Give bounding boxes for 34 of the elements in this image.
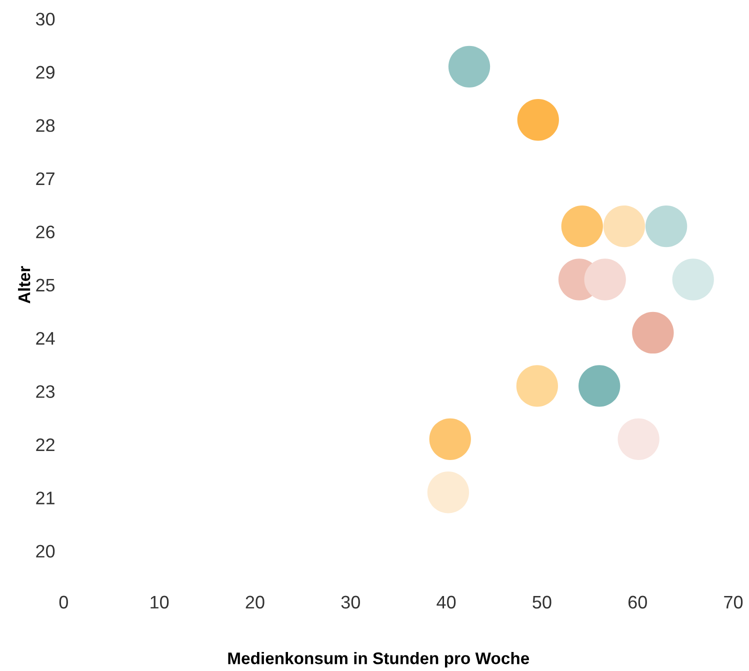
x-tick-label: 40: [436, 596, 456, 609]
x-tick-label: 70: [724, 596, 743, 609]
point: [427, 472, 470, 514]
point: [516, 365, 558, 407]
y-tick-label: 25: [36, 278, 55, 292]
y-tick-label: 22: [36, 438, 54, 452]
x-tick-label: 10: [150, 596, 169, 609]
point: [632, 312, 674, 354]
y-tick-label: 30: [36, 12, 55, 26]
point: [603, 205, 646, 248]
point: [645, 205, 688, 248]
point: [448, 46, 490, 88]
point: [672, 258, 714, 300]
y-tick-label: 27: [36, 172, 54, 185]
point: [429, 418, 471, 460]
x-tick-label: 20: [246, 596, 264, 609]
y-tick-label: 29: [36, 66, 54, 79]
y-tick-label: 28: [36, 119, 55, 132]
x-tick-label: 30: [341, 596, 360, 609]
point: [578, 365, 620, 407]
x-tick-label: 60: [628, 596, 647, 609]
point: [517, 99, 559, 141]
y-tick-label: 24: [36, 332, 55, 345]
y-tick-label: 23: [36, 385, 55, 398]
point: [584, 258, 626, 300]
y-tick-label: 20: [36, 544, 55, 558]
y-axis-title: Alter: [18, 266, 30, 304]
x-tick-label: 50: [532, 596, 552, 609]
y-tick-label: 26: [36, 226, 55, 238]
x-tick-label: 0: [59, 596, 68, 609]
x-axis-title: Medienkonsum in Stunden pro Woche: [228, 652, 530, 668]
point: [561, 205, 603, 248]
y-tick-label: 21: [36, 492, 54, 504]
point: [618, 418, 660, 460]
